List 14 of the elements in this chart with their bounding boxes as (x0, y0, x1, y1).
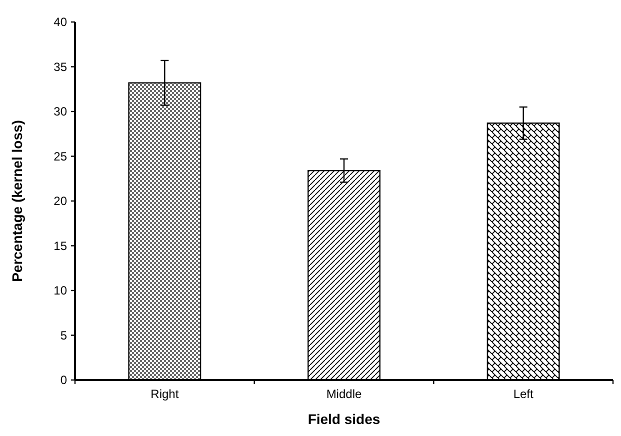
y-tick-label: 15 (54, 238, 68, 253)
y-tick-label: 30 (54, 104, 68, 119)
x-tick-label: Right (150, 387, 180, 401)
y-tick-label: 5 (60, 328, 68, 342)
y-axis-title: Percentage (kernel loss) (9, 120, 25, 282)
y-tick-label: 0 (60, 373, 68, 388)
x-tick-label: Left (513, 387, 534, 401)
y-tick-label: 35 (54, 60, 68, 74)
y-tick-label: 25 (54, 149, 68, 164)
y-tick-label: 40 (54, 15, 68, 30)
x-axis-title: Field sides (308, 411, 380, 427)
x-tick-label: Middle (326, 387, 362, 401)
y-tick-label: 20 (54, 194, 68, 208)
y-tick-label: 10 (54, 284, 68, 298)
